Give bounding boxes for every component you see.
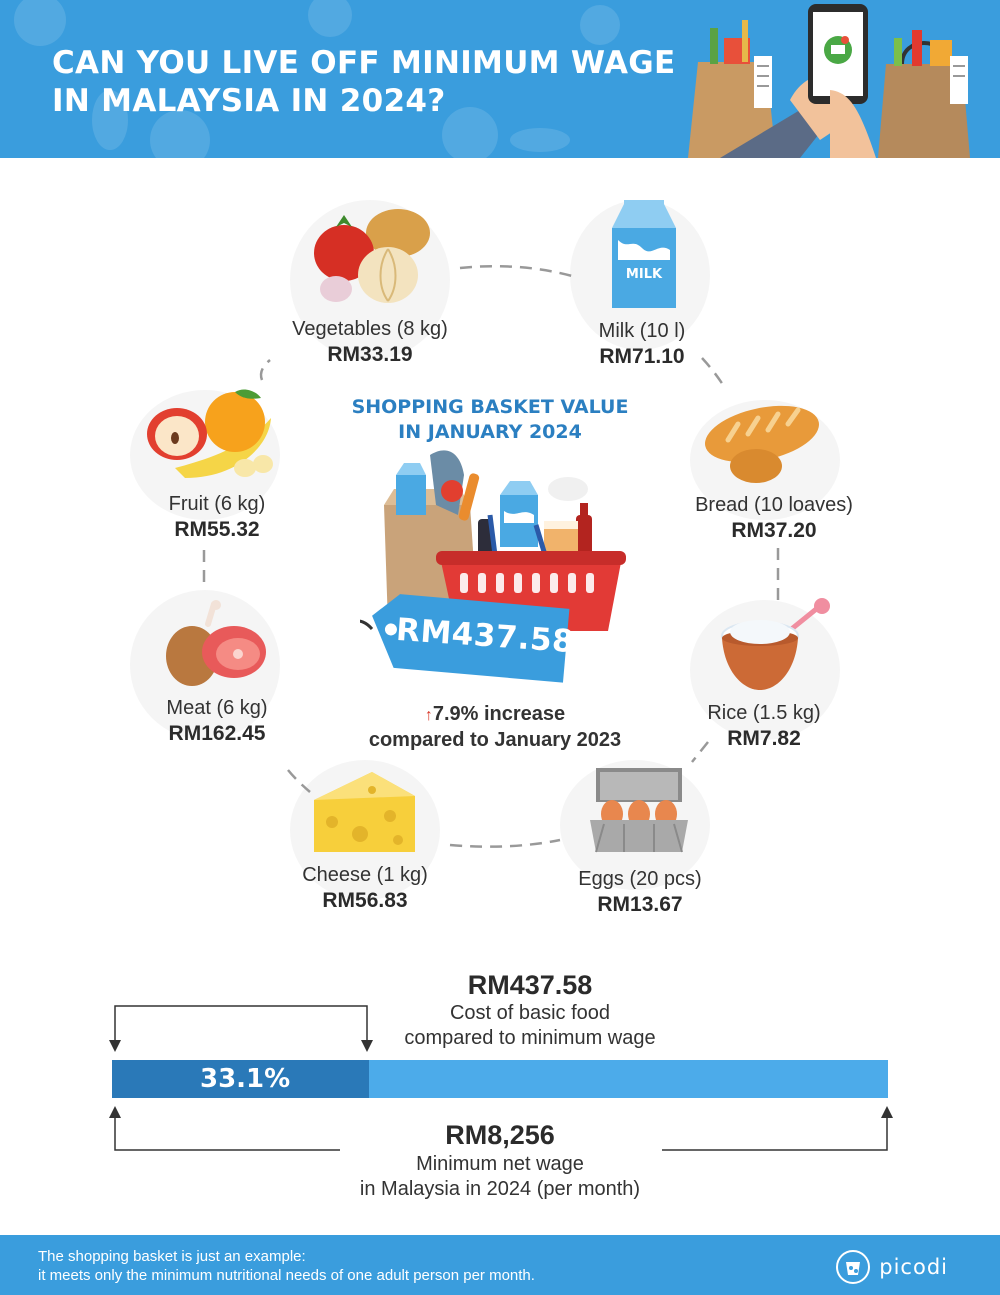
picodi-logo[interactable]: picodi (835, 1249, 948, 1285)
footer-disclaimer-line-1: The shopping basket is just an example: (38, 1248, 306, 1265)
item-price: RM55.32 (174, 518, 260, 541)
basket-title-line-2: IN JANUARY 2024 (398, 421, 582, 443)
food-cost-label-line-2: compared to minimum wage (404, 1027, 656, 1049)
item-price: RM7.82 (727, 727, 801, 750)
basket-title-line-1: SHOPPING BASKET VALUE (351, 396, 629, 418)
shopping-basket-icon (360, 450, 626, 683)
food-share-percent: 33.1% (200, 1064, 291, 1094)
food-cost-label: Cost of basic food compared to minimum w… (330, 1001, 730, 1051)
min-wage-label-line-2: in Malaysia in 2024 (per month) (359, 1178, 641, 1200)
meat-icon (166, 600, 266, 686)
price-increase-note: ↑7.9% increase compared to January 2023 (330, 702, 660, 753)
item-label: Fruit (6 kg) (168, 493, 266, 515)
food-cost-value: RM437.58 (467, 970, 593, 1000)
header-pattern (14, 0, 620, 158)
milk-icon: MILK (612, 200, 676, 308)
item-meat: Meat (6 kg) RM162.45 (117, 695, 317, 747)
shopping-phone-illustration (688, 4, 970, 158)
item-price: RM162.45 (168, 722, 266, 745)
item-label: Eggs (20 pcs) (578, 868, 702, 890)
vegetables-icon (314, 209, 430, 303)
min-wage-bar (112, 1060, 888, 1098)
item-cheese: Cheese (1 kg) RM56.83 (265, 862, 465, 914)
picodi-logo-icon (836, 1250, 871, 1284)
item-label: Rice (1.5 kg) (707, 702, 821, 724)
increase-comparison: compared to January 2023 (368, 729, 622, 751)
cheese-icon (314, 772, 415, 852)
item-price: RM71.10 (599, 345, 685, 368)
fruit-icon (147, 389, 273, 478)
item-label: Cheese (1 kg) (302, 864, 428, 886)
increase-percent: 7.9% increase (432, 703, 566, 725)
footer: The shopping basket is just an example: … (0, 1235, 1000, 1295)
milk-carton-text: MILK (626, 267, 663, 282)
picodi-logo-text: picodi (879, 1255, 948, 1279)
item-milk: Milk (10 l) RM71.10 (542, 318, 742, 370)
title-line-1: CAN YOU LIVE OFF MINIMUM WAGE (52, 45, 676, 81)
rice-icon (721, 598, 830, 690)
page-title: CAN YOU LIVE OFF MINIMUM WAGE IN MALAYSI… (52, 44, 712, 120)
food-share-bar-fill (112, 1060, 369, 1098)
item-price: RM13.67 (597, 893, 683, 916)
item-fruit: Fruit (6 kg) RM55.32 (117, 491, 317, 543)
min-wage-value: RM8,256 (445, 1120, 555, 1150)
item-price: RM33.19 (327, 343, 413, 366)
basket-title: SHOPPING BASKET VALUE IN JANUARY 2024 (330, 395, 650, 445)
footer-disclaimer-line-2: it meets only the minimum nutritional ne… (38, 1267, 535, 1284)
footer-disclaimer: The shopping basket is just an example: … (38, 1247, 535, 1285)
item-rice: Rice (1.5 kg) RM7.82 (664, 700, 864, 752)
bread-icon (705, 405, 819, 483)
food-cost-label-line-1: Cost of basic food (449, 1002, 611, 1024)
item-eggs: Eggs (20 pcs) RM13.67 (540, 866, 740, 918)
increase-arrow-icon: ↑ (424, 707, 433, 724)
item-vegetables: Vegetables (8 kg) RM33.19 (270, 316, 470, 368)
item-label: Bread (10 loaves) (695, 494, 853, 516)
item-label: Vegetables (8 kg) (292, 318, 448, 340)
min-wage-label: Minimum net wage in Malaysia in 2024 (pe… (300, 1152, 700, 1202)
min-wage-label-line-1: Minimum net wage (416, 1153, 584, 1175)
item-price: RM56.83 (322, 889, 408, 912)
item-label: Milk (10 l) (598, 320, 686, 342)
eggs-icon (590, 768, 688, 853)
title-line-2: IN MALAYSIA IN 2024? (52, 83, 446, 119)
item-label: Meat (6 kg) (166, 697, 268, 719)
header-banner: CAN YOU LIVE OFF MINIMUM WAGE IN MALAYSI… (0, 0, 1000, 158)
item-price: RM37.20 (731, 519, 817, 542)
item-bread: Bread (10 loaves) RM37.20 (674, 492, 874, 544)
